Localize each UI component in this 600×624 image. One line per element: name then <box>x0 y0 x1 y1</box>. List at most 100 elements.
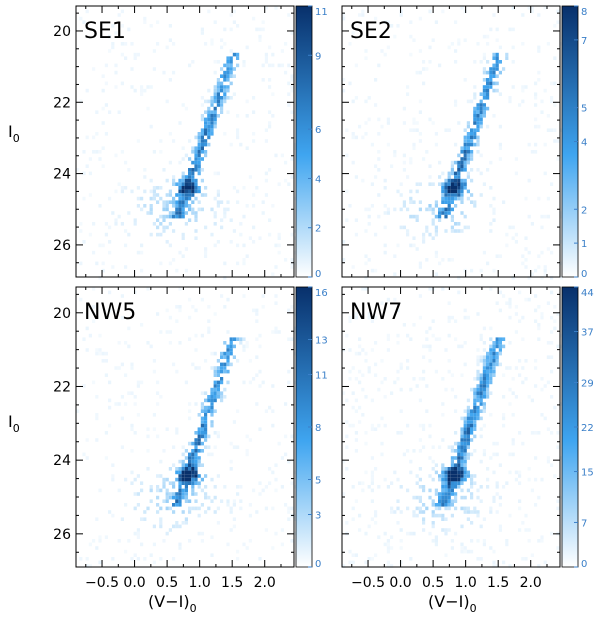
heatmap-cell <box>470 416 474 421</box>
heatmap-cell <box>454 103 458 107</box>
heatmap-cell <box>438 513 442 518</box>
heatmap-cell <box>396 477 400 482</box>
heatmap-cell <box>447 506 451 511</box>
heatmap-cell <box>374 103 378 107</box>
heatmap-cell <box>418 110 422 114</box>
heatmap-cell <box>197 438 201 442</box>
heatmap-cell <box>175 305 179 309</box>
heatmap-cell <box>191 362 195 367</box>
heatmap-cell <box>546 301 550 305</box>
heatmap-cell <box>197 150 201 154</box>
heatmap-cell <box>271 330 275 334</box>
heatmap-cell <box>473 60 477 64</box>
heatmap-cell <box>492 196 496 201</box>
heatmap-cell <box>511 377 515 381</box>
heatmap-cell <box>540 535 544 539</box>
heatmap-cell <box>476 114 480 118</box>
heatmap-cell <box>415 128 419 132</box>
heatmap-cell <box>204 117 208 122</box>
heatmap-cell <box>188 452 192 457</box>
heatmap-cell <box>482 542 486 547</box>
heatmap-cell <box>351 366 355 370</box>
heatmap-cell <box>444 348 448 352</box>
heatmap-cell <box>159 521 163 525</box>
heatmap-cell <box>553 326 557 331</box>
heatmap-cell <box>159 186 163 190</box>
heatmap-cell <box>553 128 557 132</box>
heatmap-cell <box>390 481 394 485</box>
heatmap-cell <box>498 45 502 50</box>
heatmap-cell <box>479 384 483 388</box>
heatmap-cell <box>178 341 182 345</box>
heatmap-cell <box>534 117 538 122</box>
heatmap-cell <box>181 452 185 457</box>
heatmap-cell <box>428 117 432 122</box>
heatmap-cell <box>486 467 490 471</box>
heatmap-cell <box>460 506 464 511</box>
y-tick-label: 22 <box>53 379 71 395</box>
heatmap-cell <box>441 488 445 493</box>
heatmap-cell <box>406 449 410 453</box>
heatmap-cell <box>213 211 217 215</box>
heatmap-cell <box>489 186 493 190</box>
heatmap-cell <box>537 323 541 327</box>
y-tick-label: 20 <box>53 24 71 40</box>
heatmap-cell <box>200 405 204 410</box>
heatmap-cell <box>232 420 236 424</box>
heatmap-cell <box>213 366 217 370</box>
heatmap-cell <box>492 452 496 457</box>
heatmap-cell <box>514 330 518 334</box>
heatmap-cell <box>489 204 493 208</box>
heatmap-cell <box>406 232 410 237</box>
heatmap-cell <box>85 557 89 561</box>
heatmap-cell <box>223 88 227 93</box>
heatmap-cell <box>200 117 204 122</box>
heatmap-cell <box>184 481 188 485</box>
heatmap-cell <box>213 398 217 403</box>
heatmap-cell <box>232 74 236 78</box>
heatmap-cell <box>486 373 490 377</box>
heatmap-cell <box>210 398 214 403</box>
heatmap-cell <box>156 485 160 489</box>
heatmap-cell <box>473 132 477 136</box>
heatmap-cell <box>101 88 105 93</box>
heatmap-cell <box>226 67 230 71</box>
heatmap-cell <box>252 204 256 208</box>
heatmap-cell <box>284 258 288 262</box>
heatmap-cell <box>463 474 467 478</box>
heatmap-cell <box>188 477 192 482</box>
heatmap-cell <box>293 351 297 356</box>
heatmap-cell <box>194 470 198 475</box>
heatmap-cell <box>466 405 470 410</box>
heatmap-cell <box>204 150 208 154</box>
heatmap-cell <box>284 70 288 75</box>
heatmap-cell <box>444 499 448 503</box>
heatmap-cell <box>466 488 470 493</box>
heatmap-cell <box>104 535 108 539</box>
heatmap-cell <box>441 200 445 204</box>
heatmap-cell <box>486 96 490 100</box>
heatmap-cell <box>412 117 416 122</box>
heatmap-cell <box>117 488 121 493</box>
heatmap-cell <box>470 150 474 154</box>
heatmap-cell <box>543 6 547 10</box>
heatmap-cell <box>143 557 147 561</box>
heatmap-cell <box>194 333 198 338</box>
heatmap-cell <box>412 243 416 248</box>
heatmap-cell <box>98 488 102 493</box>
heatmap-cell <box>124 229 128 233</box>
heatmap-cell <box>553 305 557 309</box>
heatmap-cell <box>422 521 426 525</box>
heatmap-cell <box>248 539 252 543</box>
heatmap-cell <box>226 110 230 114</box>
heatmap-cell <box>479 60 483 64</box>
heatmap-cell <box>114 189 118 194</box>
heatmap-cell <box>495 38 499 42</box>
heatmap-cell <box>117 402 121 406</box>
heatmap-cell <box>104 431 108 435</box>
heatmap-cell <box>111 265 115 269</box>
heatmap-cell <box>450 164 454 168</box>
heatmap-cell <box>197 506 201 511</box>
heatmap-cell <box>293 250 297 255</box>
heatmap-cell <box>188 157 192 161</box>
